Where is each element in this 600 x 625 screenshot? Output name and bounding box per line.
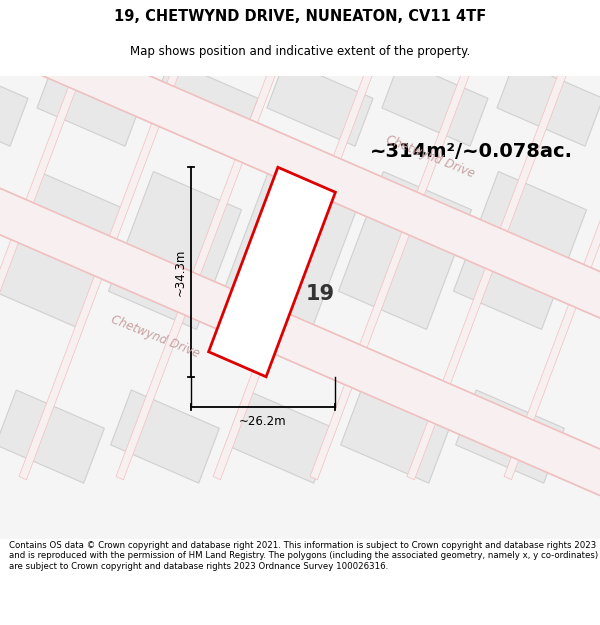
Text: ~34.3m: ~34.3m bbox=[174, 248, 187, 296]
Polygon shape bbox=[37, 60, 143, 146]
Polygon shape bbox=[0, 0, 600, 346]
Text: Chetwynd Drive: Chetwynd Drive bbox=[109, 313, 201, 360]
Polygon shape bbox=[338, 171, 472, 329]
Polygon shape bbox=[497, 60, 600, 146]
Polygon shape bbox=[454, 171, 587, 329]
Text: Map shows position and indicative extent of the property.: Map shows position and indicative extent… bbox=[130, 46, 470, 58]
Polygon shape bbox=[0, 171, 127, 329]
Polygon shape bbox=[0, 28, 98, 480]
Polygon shape bbox=[223, 171, 356, 329]
Text: Contains OS data © Crown copyright and database right 2021. This information is : Contains OS data © Crown copyright and d… bbox=[9, 541, 598, 571]
Polygon shape bbox=[209, 168, 335, 377]
Polygon shape bbox=[116, 28, 292, 480]
Text: 19: 19 bbox=[305, 284, 335, 304]
Text: ~314m²/~0.078ac.: ~314m²/~0.078ac. bbox=[370, 142, 573, 161]
Text: Chetwynd Drive: Chetwynd Drive bbox=[384, 133, 476, 181]
Polygon shape bbox=[0, 60, 28, 146]
Polygon shape bbox=[455, 390, 565, 483]
Polygon shape bbox=[382, 60, 488, 146]
Polygon shape bbox=[19, 28, 195, 480]
Polygon shape bbox=[152, 60, 258, 146]
Text: 19, CHETWYND DRIVE, NUNEATON, CV11 4TF: 19, CHETWYND DRIVE, NUNEATON, CV11 4TF bbox=[114, 9, 486, 24]
Polygon shape bbox=[267, 60, 373, 146]
Polygon shape bbox=[109, 171, 242, 329]
Polygon shape bbox=[504, 28, 600, 480]
Polygon shape bbox=[0, 161, 600, 523]
Text: ~26.2m: ~26.2m bbox=[239, 416, 287, 428]
Polygon shape bbox=[407, 28, 583, 480]
Polygon shape bbox=[213, 28, 389, 480]
Polygon shape bbox=[310, 28, 486, 480]
Polygon shape bbox=[226, 390, 334, 483]
Polygon shape bbox=[110, 390, 220, 483]
Polygon shape bbox=[341, 390, 449, 483]
Polygon shape bbox=[0, 390, 104, 483]
Polygon shape bbox=[0, 0, 600, 346]
Polygon shape bbox=[0, 161, 600, 523]
